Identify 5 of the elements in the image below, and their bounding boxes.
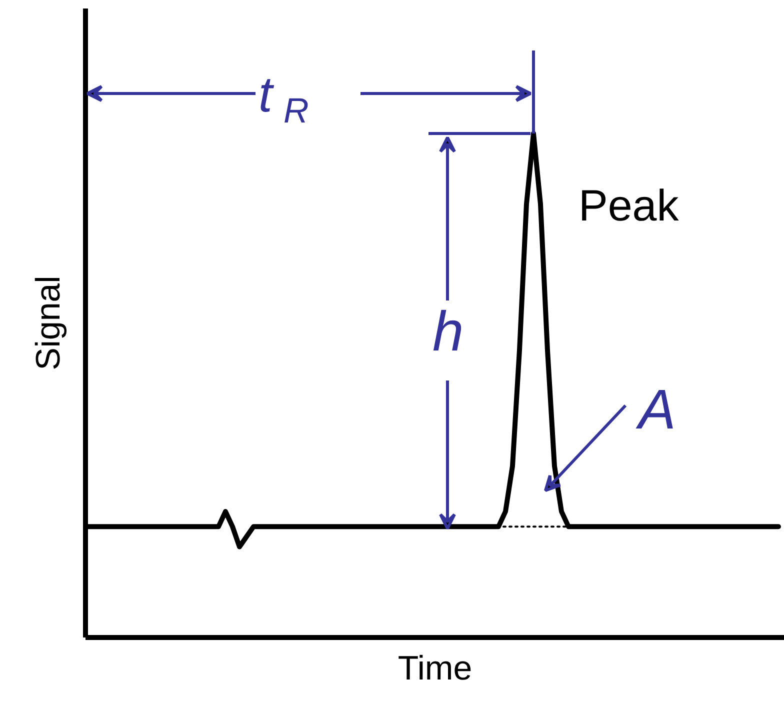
y-axis-title: Signal: [30, 276, 68, 370]
annotation: Peak: [578, 181, 680, 230]
annotation: A: [635, 377, 676, 440]
x-axis-title: Time: [398, 650, 472, 688]
annotation: h: [432, 299, 464, 362]
